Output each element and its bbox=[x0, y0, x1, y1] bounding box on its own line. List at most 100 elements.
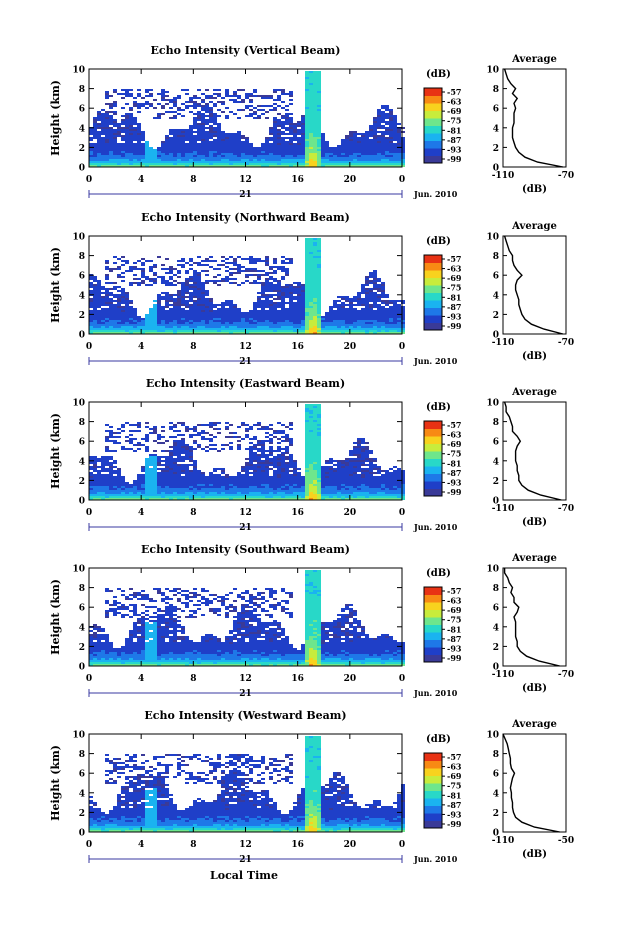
heatmap-cell bbox=[277, 149, 281, 151]
heatmap-cell bbox=[129, 89, 133, 91]
heatmap-cell bbox=[369, 149, 373, 151]
heatmap-cell bbox=[161, 494, 165, 496]
heatmap-cell bbox=[313, 312, 317, 314]
heatmap-cell bbox=[245, 280, 249, 282]
heatmap-cell bbox=[265, 95, 269, 97]
heatmap-cell bbox=[125, 91, 129, 93]
heatmap-cell bbox=[185, 472, 189, 474]
panel-1: Echo Intensity (Vertical Beam)0246810Hei… bbox=[49, 44, 574, 200]
heatmap-cell bbox=[93, 308, 97, 310]
colorbar-swatch bbox=[424, 270, 442, 278]
heatmap-cell bbox=[317, 266, 321, 268]
heatmap-cell bbox=[373, 316, 377, 318]
heatmap-cell bbox=[273, 324, 277, 326]
heatmap-cell bbox=[161, 147, 165, 149]
heatmap-cell bbox=[133, 484, 137, 486]
heatmap-cell bbox=[333, 316, 337, 318]
heatmap-cell bbox=[165, 159, 169, 161]
heatmap-cell bbox=[125, 131, 129, 133]
heatmap-cell bbox=[129, 125, 133, 127]
heatmap-cell bbox=[393, 326, 397, 328]
heatmap-cell bbox=[253, 274, 257, 276]
heatmap-cell bbox=[389, 155, 393, 157]
heatmap-cell bbox=[181, 422, 185, 424]
heatmap-cell bbox=[145, 496, 149, 498]
heatmap-cell bbox=[221, 316, 225, 318]
heatmap-cell bbox=[117, 320, 121, 322]
heatmap-cell bbox=[189, 298, 193, 300]
heatmap-cell bbox=[169, 300, 173, 302]
heatmap-cell bbox=[165, 450, 169, 452]
heatmap-cell bbox=[225, 159, 229, 161]
heatmap-cell bbox=[209, 488, 213, 490]
heatmap-cell bbox=[185, 292, 189, 294]
heatmap-cell bbox=[349, 324, 353, 326]
heatmap-cell bbox=[361, 304, 365, 306]
heatmap-cell bbox=[201, 474, 205, 476]
heatmap-cell bbox=[225, 444, 229, 446]
heatmap-cell bbox=[129, 145, 133, 147]
heatmap-cell bbox=[245, 153, 249, 155]
heatmap-cell bbox=[313, 296, 317, 298]
heatmap-cell bbox=[257, 298, 261, 300]
heatmap-cell bbox=[265, 153, 269, 155]
heatmap-cell bbox=[221, 330, 225, 332]
heatmap-cell bbox=[89, 472, 93, 474]
heatmap-cell bbox=[349, 332, 353, 334]
heatmap-cell bbox=[205, 282, 209, 284]
heatmap-cell bbox=[157, 322, 161, 324]
heatmap-cell bbox=[265, 324, 269, 326]
heatmap-cell bbox=[149, 428, 153, 430]
heatmap-cell bbox=[253, 117, 257, 119]
heatmap-cell bbox=[149, 458, 153, 460]
heatmap-cell bbox=[273, 145, 277, 147]
heatmap-cell bbox=[257, 498, 261, 500]
heatmap-cell bbox=[241, 101, 245, 103]
heatmap-cell bbox=[285, 165, 289, 167]
heatmap-cell bbox=[317, 83, 321, 85]
heatmap-cell bbox=[325, 145, 329, 147]
heatmap-cell bbox=[189, 316, 193, 318]
heatmap-cell bbox=[137, 163, 141, 165]
heatmap-cell bbox=[269, 330, 273, 332]
heatmap-cell bbox=[177, 480, 181, 482]
heatmap-cell bbox=[161, 155, 165, 157]
heatmap-cell bbox=[101, 496, 105, 498]
heatmap-cell bbox=[121, 324, 125, 326]
heatmap-cell bbox=[261, 312, 265, 314]
heatmap-cell bbox=[369, 318, 373, 320]
heatmap-cell bbox=[117, 274, 121, 276]
heatmap-cell bbox=[305, 258, 309, 260]
heatmap-cell bbox=[305, 298, 309, 300]
heatmap-cell bbox=[345, 304, 349, 306]
heatmap-cell bbox=[297, 141, 301, 143]
heatmap-cell bbox=[277, 121, 281, 123]
heatmap-cell bbox=[357, 320, 361, 322]
heatmap-cell bbox=[109, 476, 113, 478]
heatmap-cell bbox=[209, 151, 213, 153]
heatmap-cell bbox=[253, 151, 257, 153]
heatmap-cell bbox=[117, 143, 121, 145]
heatmap-cell bbox=[173, 308, 177, 310]
heatmap-cell bbox=[377, 300, 381, 302]
heatmap-cell bbox=[137, 426, 141, 428]
heatmap-cell bbox=[245, 268, 249, 270]
heatmap-cell bbox=[141, 438, 145, 440]
heatmap-cell bbox=[125, 316, 129, 318]
heatmap-cell bbox=[313, 310, 317, 312]
heatmap-cell bbox=[141, 262, 145, 264]
heatmap-cell bbox=[209, 113, 213, 115]
heatmap-cell bbox=[161, 306, 165, 308]
heatmap-cell bbox=[325, 330, 329, 332]
heatmap-cell bbox=[173, 324, 177, 326]
heatmap-cell bbox=[181, 472, 185, 474]
heatmap-cell bbox=[341, 316, 345, 318]
heatmap-cell bbox=[185, 133, 189, 135]
heatmap-cell bbox=[153, 161, 157, 163]
heatmap-cell bbox=[113, 123, 117, 125]
heatmap-cell bbox=[325, 320, 329, 322]
heatmap-cell bbox=[129, 424, 133, 426]
heatmap-cell bbox=[365, 282, 369, 284]
heatmap-cell bbox=[181, 147, 185, 149]
heatmap-cell bbox=[349, 147, 353, 149]
